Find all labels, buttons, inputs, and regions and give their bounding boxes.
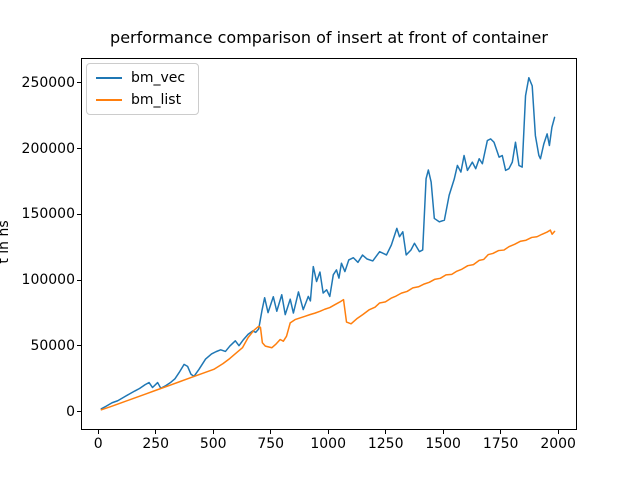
y-tick-mark [77,82,81,84]
y-tick-label: 150000 [21,206,75,223]
y-tick-label: 0 [66,403,75,420]
x-tick-mark [500,430,502,434]
x-tick-mark [97,430,99,434]
y-tick-mark [77,411,81,413]
x-tick-label: 0 [93,436,103,452]
x-tick-mark [212,430,214,434]
plot-canvas [100,76,556,411]
legend-label-bm-vec: bm_vec [131,70,186,86]
x-tick-mark [327,430,329,434]
y-tick-label: 200000 [21,140,75,157]
legend-label-bm-list: bm_list [131,92,182,108]
y-tick-mark [77,279,81,281]
x-tick-label: 500 [199,436,227,452]
y-tick-mark [77,345,81,347]
x-tick-label: 1250 [367,436,404,452]
x-tick-label: 250 [142,436,170,452]
y-axis-label: t in ns [0,220,12,263]
x-tick-label: 750 [257,436,285,452]
y-tick-label: 250000 [21,74,75,91]
x-tick-mark [442,430,444,434]
legend: bm_vec bm_list [86,63,199,115]
y-tick-label: 50000 [30,337,75,354]
legend-item-bm-vec: bm_vec [96,70,188,86]
x-tick-label: 1750 [482,436,519,452]
chart-title: performance comparison of insert at fron… [110,28,548,47]
x-tick-mark [557,430,559,434]
x-tick-mark [270,430,272,434]
x-tick-mark [155,430,157,434]
x-tick-label: 1500 [425,436,461,452]
x-tick-label: 1000 [310,436,347,452]
legend-item-bm-list: bm_list [96,92,188,108]
y-tick-label: 100000 [21,272,75,289]
y-tick-mark [77,148,81,150]
bm_vec-line [100,76,556,410]
legend-line-swatch-bm-vec-icon [96,77,122,79]
x-tick-label: 2000 [540,436,576,452]
plot-area [81,58,577,430]
bm_list-line [100,229,556,411]
y-tick-mark [77,213,81,215]
x-tick-mark [385,430,387,434]
legend-line-swatch-bm-list-icon [96,99,122,101]
